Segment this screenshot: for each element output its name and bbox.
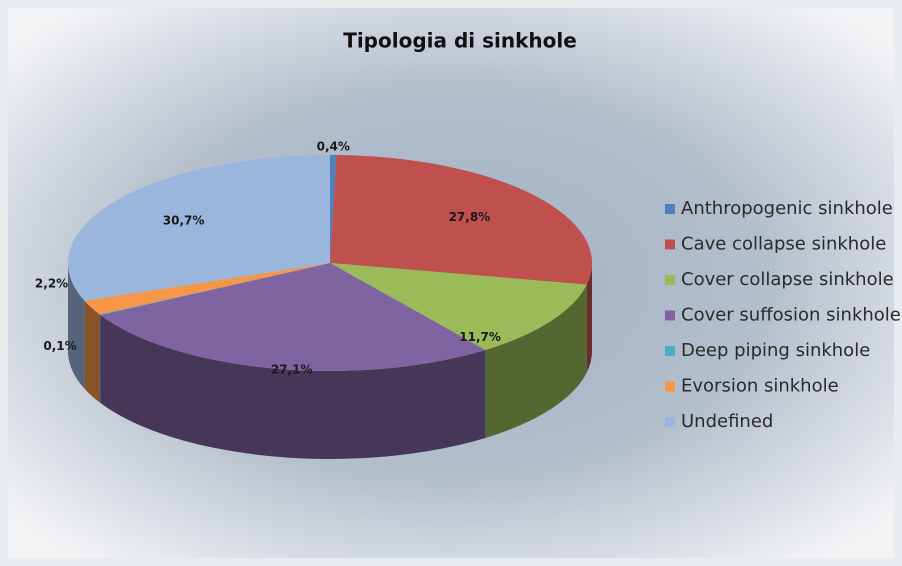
legend-label: Undefined <box>681 411 773 432</box>
slice <box>99 263 330 316</box>
legend-label: Deep piping sinkhole <box>681 340 870 361</box>
chart-title: Tipologia di sinkhole <box>343 29 577 53</box>
slice <box>68 155 330 301</box>
legend-swatch <box>665 204 675 214</box>
slice-side <box>84 300 100 403</box>
legend-swatch <box>665 346 675 356</box>
slice <box>100 263 486 371</box>
value-label: 0,1% <box>43 339 76 353</box>
slice <box>330 155 337 263</box>
slice-side <box>586 263 592 373</box>
slice-side <box>485 284 587 438</box>
value-label: 27,1% <box>271 362 313 376</box>
value-label: 30,7% <box>163 214 205 228</box>
legend-label: Evorsion sinkhole <box>681 376 839 397</box>
legend-label: Anthropogenic sinkhole <box>681 198 893 219</box>
legend-label: Cover suffosion sinkhole <box>681 305 901 326</box>
value-label: 27,8% <box>449 210 491 224</box>
legend-label: Cover collapse sinkhole <box>681 269 894 290</box>
legend-label: Cave collapse sinkhole <box>681 234 886 255</box>
slice-side <box>68 263 85 389</box>
legend-swatch <box>665 275 675 285</box>
slice-side <box>100 315 486 459</box>
legend: Anthropogenic sinkhole Cave collapse sink… <box>665 198 901 432</box>
value-label: 2,2% <box>35 276 68 290</box>
legend-swatch <box>665 310 675 321</box>
value-label: 11,7% <box>459 330 501 344</box>
slice <box>84 263 330 315</box>
legend-swatch <box>665 417 675 427</box>
legend-swatch <box>665 381 675 392</box>
slice-side <box>99 314 101 404</box>
pie: 0,4% 27,8% 11,7% 27,1% 0,1% 2,2% 30,7% <box>35 140 592 459</box>
legend-swatch <box>665 239 675 250</box>
value-label: 0,4% <box>317 140 350 154</box>
slice <box>330 155 592 285</box>
slice <box>330 263 587 350</box>
